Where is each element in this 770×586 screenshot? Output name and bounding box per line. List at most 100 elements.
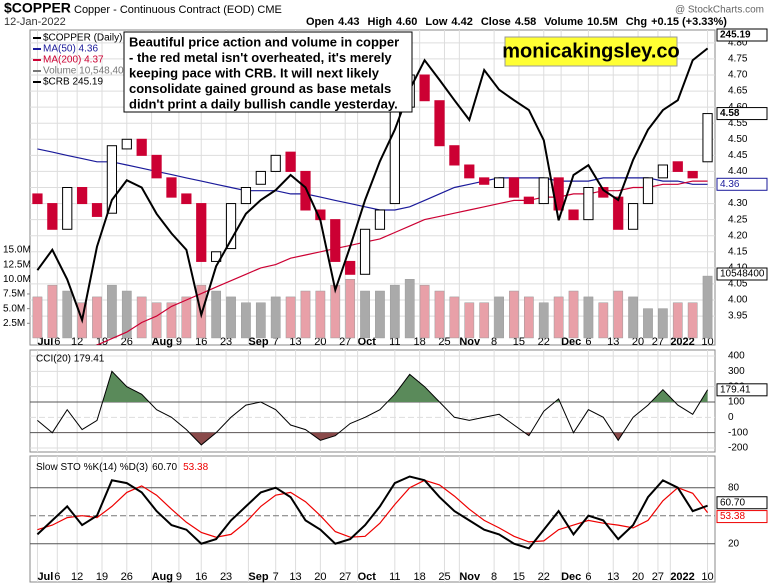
volume-bar <box>181 296 192 339</box>
value-tag <box>716 383 768 397</box>
x-tick-label: 13 <box>289 571 301 583</box>
x-tick-label: 27 <box>652 571 664 583</box>
volume-bar <box>389 284 400 339</box>
candle <box>359 228 371 275</box>
stat-label: Volume <box>544 16 583 28</box>
candle <box>672 161 683 172</box>
volume-bar <box>702 275 713 339</box>
candle <box>106 145 118 214</box>
candle <box>300 170 311 211</box>
volume-bar <box>628 296 638 339</box>
stat-label: Close <box>481 16 511 28</box>
x-tick-label: 15 <box>513 571 525 583</box>
value-tag <box>716 267 768 281</box>
x-tick-label: 20 <box>314 571 326 583</box>
x-tick-label: Sep <box>248 336 268 348</box>
moving-average <box>95 180 708 345</box>
candle <box>449 145 460 166</box>
x-tick-label: 7 <box>273 336 279 348</box>
x-tick-label: 6 <box>585 336 591 348</box>
x-tick-label: 18 <box>414 336 426 348</box>
value-tag <box>716 107 768 121</box>
y-tick-label: 4.40 <box>728 166 748 177</box>
volume-bar <box>375 290 385 339</box>
y-tick-label: 0 <box>728 412 734 423</box>
volume-bar <box>449 296 460 339</box>
x-tick-label: 23 <box>220 336 232 348</box>
x-tick-label: 25 <box>438 571 450 583</box>
x-tick-label: 19 <box>96 336 108 348</box>
annotation-text: didn't print a daily bullish candle yest… <box>129 96 398 111</box>
x-tick-label: 2022 <box>670 571 694 583</box>
value-tag-label: 60.70 <box>720 497 745 508</box>
candle <box>121 138 132 150</box>
x-tick-label: Oct <box>358 571 377 583</box>
volume-bar <box>509 290 519 339</box>
y-tick-label: 4.75 <box>728 54 748 65</box>
y-tick-label: 100 <box>728 397 745 408</box>
x-tick-label: Jul <box>37 336 53 348</box>
y-tick-label: 4.00 <box>728 295 748 306</box>
value-tag-label: 4.36 <box>720 179 740 190</box>
candle <box>47 203 58 230</box>
stat-value: 4.42 <box>451 16 472 28</box>
x-tick-label: 27 <box>652 336 664 348</box>
sto-plot <box>36 475 709 550</box>
volume-bar <box>613 290 624 339</box>
candle <box>136 138 147 156</box>
legend-swatch <box>33 37 41 39</box>
y-tick-label: 300 <box>728 366 745 377</box>
volume-bar <box>136 296 147 339</box>
stat-label: Open <box>306 16 334 28</box>
volume-bar <box>226 296 236 339</box>
x-tick-label: 8 <box>491 571 497 583</box>
panel-frame <box>29 455 716 583</box>
y-tick-label: 4.45 <box>728 150 748 161</box>
stat-label: High <box>368 16 393 28</box>
crb-line <box>36 47 709 324</box>
candle <box>225 203 237 250</box>
candle <box>627 203 639 230</box>
stat-value: 4.43 <box>338 16 359 28</box>
candle <box>196 203 207 262</box>
volume-bar <box>166 302 177 339</box>
x-tick-label: 6 <box>54 571 60 583</box>
sto-d-line <box>37 479 709 543</box>
x-tick-label: 26 <box>121 571 133 583</box>
brand: monicakingsley.co <box>502 40 679 62</box>
volume-bar <box>241 302 251 339</box>
value-tag-label: 4.58 <box>720 108 740 119</box>
volume-bar <box>523 296 534 339</box>
candle <box>523 196 534 205</box>
stat-value: 10.5M <box>587 16 618 28</box>
sto-k-line <box>36 475 708 550</box>
candle <box>240 187 252 205</box>
cci-line <box>37 370 709 446</box>
volume-tick-label: 15.0M <box>3 245 31 256</box>
x-tick-label: 20 <box>632 571 644 583</box>
legend-swatch <box>33 59 41 61</box>
volume-bar <box>598 302 609 339</box>
y-tick-label: 400 <box>728 351 745 362</box>
candle <box>434 100 445 147</box>
annotation-text: - the red metal isn't overheated, it's m… <box>129 50 392 65</box>
legend-swatch <box>33 48 41 50</box>
x-tick-label: 8 <box>491 336 497 348</box>
y-tick-label: -100 <box>728 427 748 438</box>
x-tick-label: Aug <box>152 571 173 583</box>
y-tick-label: 4.25 <box>728 214 748 225</box>
x-tick-label: 12 <box>71 571 83 583</box>
volume-bar <box>658 308 668 339</box>
volume-bar <box>643 308 653 339</box>
x-tick-label: 19 <box>96 571 108 583</box>
volume-bar <box>270 296 281 339</box>
volume-tick-label: 7.5M <box>3 289 25 300</box>
volume-bar <box>687 302 698 339</box>
volume-bar <box>434 290 445 339</box>
value-tag <box>716 28 768 42</box>
candle <box>91 203 103 217</box>
date: 12-Jan-2022 <box>4 16 66 28</box>
volume-tick-label: 12.5M <box>3 259 31 270</box>
legend-entry: Volume 10,548,400 <box>43 66 130 77</box>
value-tag-label: 53.38 <box>720 511 745 522</box>
